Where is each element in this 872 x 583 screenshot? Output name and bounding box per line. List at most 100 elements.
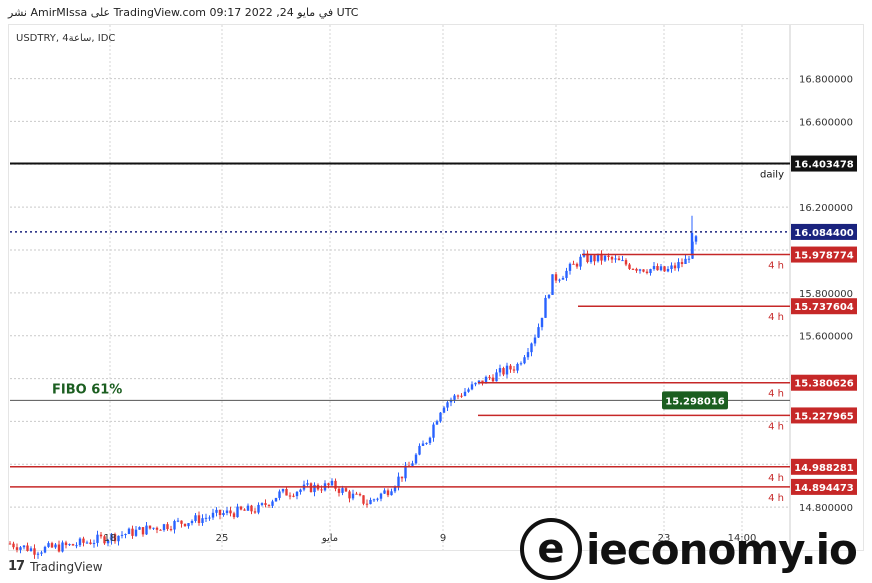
candle-body (68, 544, 71, 546)
candle-body (43, 546, 47, 553)
candle-body (215, 509, 218, 513)
candle-body (596, 253, 600, 262)
level-annotation: 4 h (768, 421, 784, 432)
fibo-61-label: FIBO 61% (52, 382, 122, 397)
candle-body (656, 266, 659, 271)
candle-body (246, 505, 250, 511)
candle-body (617, 258, 621, 261)
candle-body (442, 407, 446, 413)
candle-body (47, 543, 50, 547)
candle-body (526, 352, 530, 358)
candle-body (418, 445, 421, 455)
candle-body (288, 495, 292, 497)
candle-body (372, 499, 376, 501)
candle-body (229, 510, 232, 514)
candle-body (134, 529, 138, 536)
candle-body (260, 503, 264, 505)
candle-body (106, 540, 110, 544)
level-price-badge (791, 298, 857, 315)
candle-body (85, 542, 89, 544)
candle-body (232, 513, 236, 518)
y-tick-label: 16.600000 (799, 117, 853, 128)
candle-body (138, 527, 141, 530)
y-tick-label: 14.800000 (799, 503, 853, 514)
candle-body (257, 504, 260, 513)
candle-body (383, 490, 386, 494)
candle-body (568, 263, 572, 271)
candle-body (414, 454, 418, 464)
candle-body (690, 232, 694, 255)
candle-body (222, 513, 225, 516)
candle-body (544, 297, 547, 318)
candle-body (82, 538, 85, 543)
candle-body (22, 545, 26, 548)
candle-body (362, 495, 365, 504)
candle-body (57, 544, 61, 552)
candle-body (187, 523, 190, 527)
candle-body (631, 268, 635, 270)
candle-body (211, 512, 215, 518)
level-price-label: 14.894473 (794, 483, 854, 494)
candle-body (71, 544, 75, 546)
candle-body (502, 368, 505, 375)
candle-body (344, 488, 348, 492)
candle-body (477, 380, 481, 383)
candle-body (687, 258, 691, 260)
candle-body (491, 377, 495, 382)
candle-body (89, 542, 92, 545)
candle-body (330, 480, 334, 486)
candle-body (194, 515, 197, 522)
candle-body (376, 498, 379, 500)
candle-body (274, 497, 278, 502)
candle-body (421, 443, 425, 446)
candle-body (495, 372, 498, 382)
candle-body (145, 525, 148, 535)
candle-body (649, 269, 652, 274)
candle-body (239, 506, 243, 510)
candle-body (309, 483, 313, 493)
candle-body (390, 491, 393, 496)
level-annotation: 4 h (768, 473, 784, 484)
candle-body (169, 529, 173, 531)
candle-body (642, 269, 645, 272)
ieconomy-brand-text: ieconomy.io (586, 524, 858, 574)
candle-body (673, 265, 677, 269)
level-price-badge (791, 246, 857, 263)
tradingview-footer[interactable]: 𝟭𝟳 TradingView (8, 559, 103, 574)
candle-body (33, 548, 36, 555)
candle-body (197, 515, 201, 523)
candle-body (516, 363, 519, 371)
candle-body (176, 520, 180, 522)
y-tick-label: 15.800000 (799, 289, 853, 300)
candle-body (36, 553, 40, 555)
candle-body (670, 265, 673, 269)
x-tick-label: 9 (440, 533, 446, 544)
candle-body (551, 274, 554, 295)
candle-body (610, 256, 614, 260)
candle-body (267, 504, 271, 506)
candle-body (386, 490, 390, 496)
candle-body (96, 534, 99, 543)
grid (10, 25, 791, 550)
candle-body (600, 253, 603, 261)
candle-body (313, 484, 316, 493)
x-axis: 18 25 مايو 9 23 14:00 (104, 533, 757, 544)
candle-body (271, 501, 274, 506)
candle-body (64, 542, 68, 546)
candle-body (453, 395, 456, 400)
candle-body (243, 509, 246, 511)
candle-body (694, 236, 698, 242)
candle-body (61, 542, 64, 552)
x-tick-label: 23 (658, 533, 671, 544)
candle-body (236, 506, 239, 518)
candle-body (393, 486, 397, 492)
tradingview-logo-text: TradingView (30, 559, 103, 574)
candle-body (190, 521, 194, 524)
candle-body (603, 255, 607, 261)
level-price-badge (791, 374, 857, 391)
candle-body (110, 534, 113, 541)
candle-body (113, 534, 117, 542)
level-price-badge (791, 458, 857, 475)
ieconomy-logo-icon: e (520, 518, 582, 580)
